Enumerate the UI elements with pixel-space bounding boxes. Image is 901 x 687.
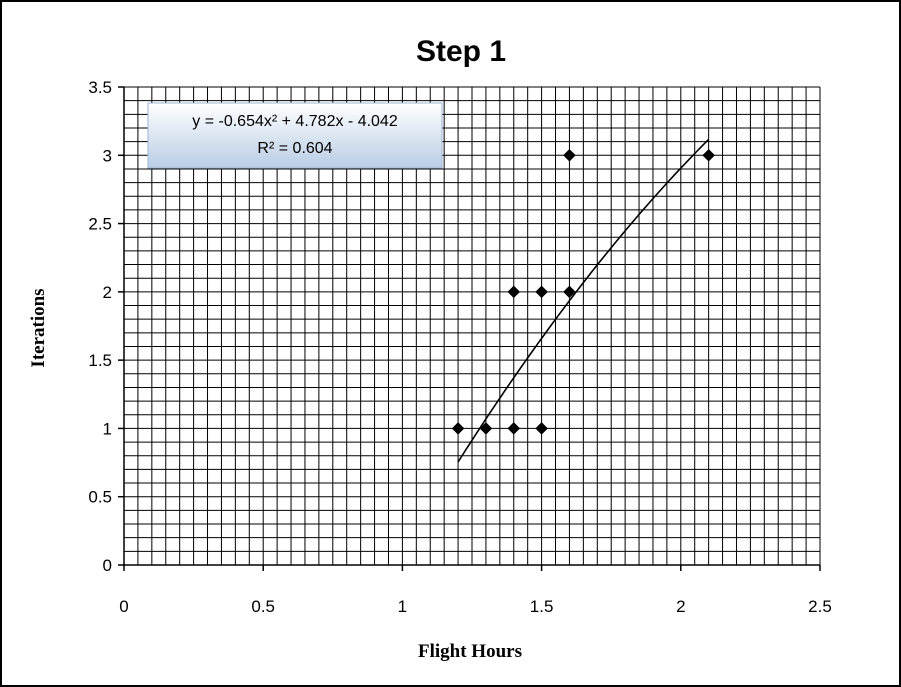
data-point — [535, 422, 548, 435]
y-tick-label: 1.5 — [88, 351, 112, 370]
x-tick-label: 1.5 — [530, 597, 554, 616]
y-tick-label: 0.5 — [88, 488, 112, 507]
y-tick-label: 0 — [103, 556, 112, 575]
y-tick-label: 3 — [103, 146, 112, 165]
trendline — [457, 138, 710, 463]
chart-title: Step 1 — [416, 35, 506, 68]
x-axis-label: Flight Hours — [418, 641, 522, 662]
y-axis-label: Iterations — [28, 288, 49, 367]
data-point — [507, 422, 521, 435]
y-tick-label: 1 — [103, 419, 112, 438]
axes-layer — [118, 86, 821, 571]
data-point — [702, 148, 715, 162]
y-tick-labels: 0 0.5 1 1.5 2 2.5 3 3.5 — [88, 78, 112, 575]
data-point — [535, 285, 548, 299]
y-tick-label: 2 — [103, 283, 112, 302]
equation-box — [147, 102, 443, 169]
data-markers — [451, 148, 715, 435]
x-tick-label: 0.5 — [251, 597, 275, 616]
data-point — [451, 422, 465, 435]
y-tick-label: 2.5 — [88, 215, 112, 234]
x-tick-label: 2 — [676, 597, 685, 616]
x-tick-label: 0 — [119, 597, 128, 616]
data-point — [563, 148, 576, 162]
x-tick-label: 1 — [398, 597, 407, 616]
x-tick-labels: 0 0.5 1 1.5 2 2.5 — [119, 597, 832, 616]
x-tick-label: 2.5 — [808, 597, 832, 616]
data-point — [479, 422, 493, 435]
data-point — [507, 285, 521, 299]
trendline-equation: y = -0.654x² + 4.782x - 4.042 — [192, 113, 398, 130]
r-squared: R² = 0.604 — [257, 140, 332, 157]
y-tick-label: 3.5 — [88, 78, 112, 97]
data-point — [563, 285, 576, 299]
